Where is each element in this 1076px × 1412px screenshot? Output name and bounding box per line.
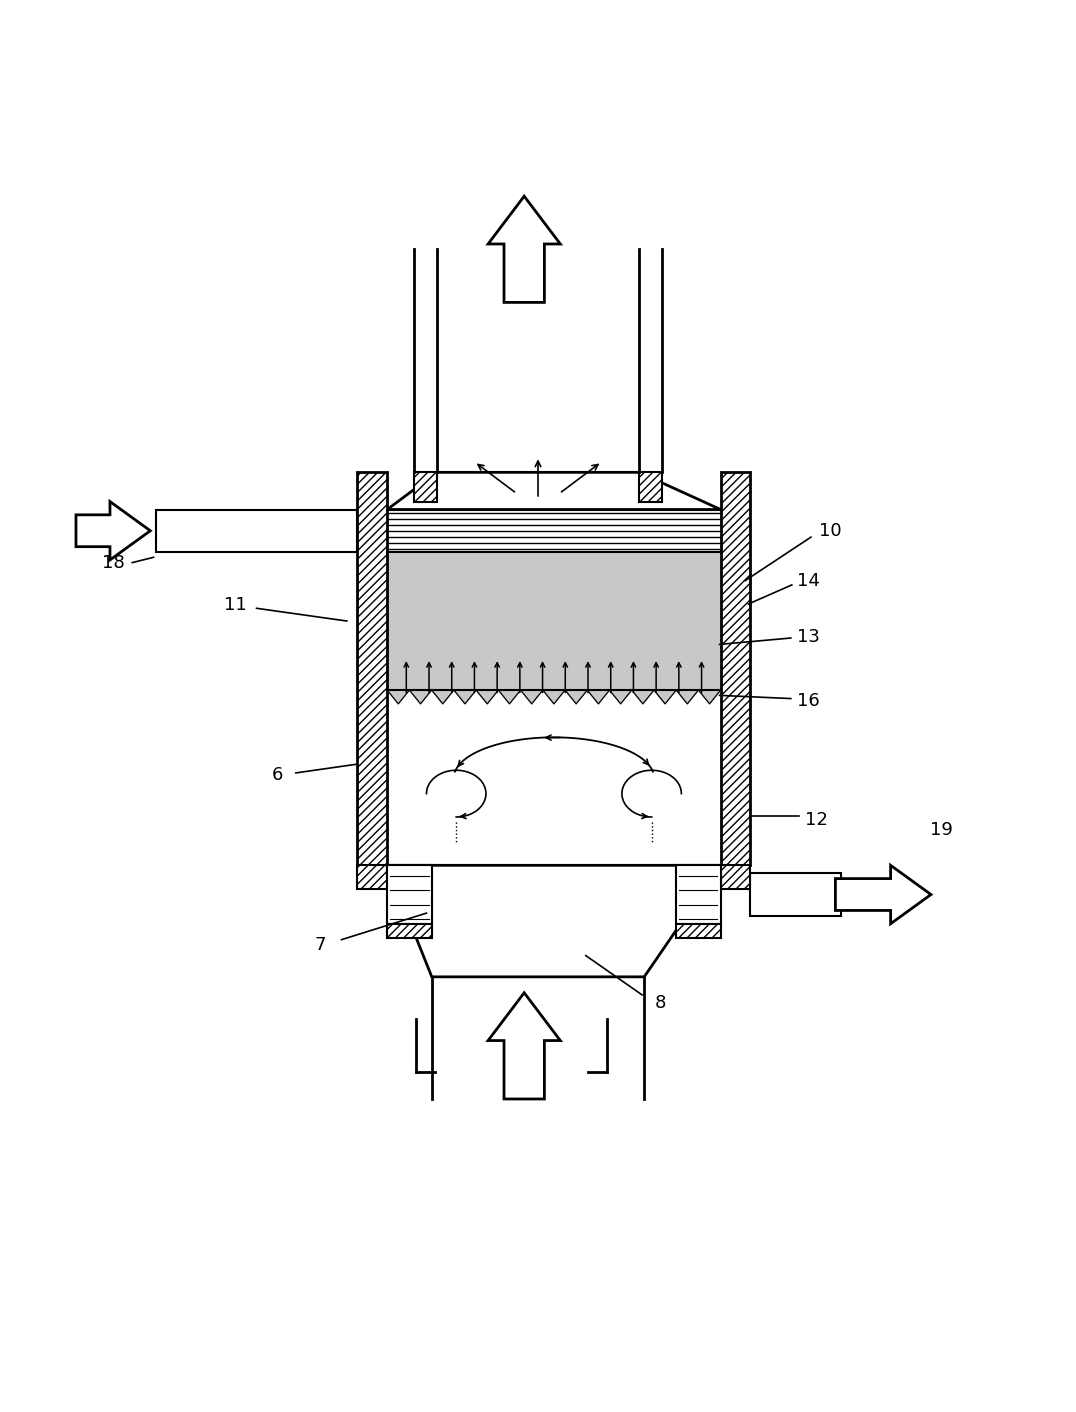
Bar bbox=[387, 923, 431, 938]
Bar bbox=[676, 923, 721, 938]
Polygon shape bbox=[387, 473, 721, 510]
Text: 7: 7 bbox=[314, 936, 326, 955]
Text: 14: 14 bbox=[797, 572, 820, 590]
FancyArrow shape bbox=[489, 196, 561, 302]
Bar bbox=[357, 866, 387, 890]
Bar bbox=[387, 866, 431, 923]
Text: 19: 19 bbox=[930, 822, 953, 839]
Bar bbox=[387, 690, 721, 866]
Bar bbox=[387, 510, 721, 552]
Bar bbox=[721, 866, 750, 890]
FancyArrow shape bbox=[76, 501, 151, 561]
Text: 16: 16 bbox=[797, 692, 820, 710]
Text: 6: 6 bbox=[272, 767, 283, 784]
Text: 18: 18 bbox=[102, 554, 125, 572]
Bar bbox=[639, 473, 662, 503]
Text: 12: 12 bbox=[805, 810, 827, 829]
Bar bbox=[387, 552, 721, 690]
Bar bbox=[721, 473, 750, 866]
FancyArrow shape bbox=[835, 866, 931, 923]
Bar bbox=[676, 866, 721, 923]
Text: 8: 8 bbox=[654, 994, 666, 1012]
Bar bbox=[156, 510, 357, 552]
Bar bbox=[414, 473, 437, 503]
Bar bbox=[750, 873, 840, 916]
FancyArrow shape bbox=[489, 993, 561, 1099]
Polygon shape bbox=[387, 866, 721, 977]
Text: 13: 13 bbox=[797, 628, 820, 645]
Bar bbox=[357, 473, 387, 866]
Text: 10: 10 bbox=[819, 522, 841, 539]
Text: 11: 11 bbox=[224, 596, 246, 614]
Polygon shape bbox=[387, 690, 721, 703]
